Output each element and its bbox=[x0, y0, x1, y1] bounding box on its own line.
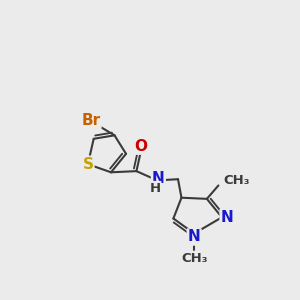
Text: N: N bbox=[220, 210, 233, 225]
Text: O: O bbox=[134, 139, 148, 154]
Text: N: N bbox=[152, 171, 165, 186]
Text: S: S bbox=[82, 157, 93, 172]
Text: CH₃: CH₃ bbox=[181, 252, 207, 265]
Text: H: H bbox=[149, 182, 161, 195]
Text: CH₃: CH₃ bbox=[223, 174, 250, 187]
Text: Br: Br bbox=[81, 113, 101, 128]
Text: N: N bbox=[188, 230, 201, 244]
